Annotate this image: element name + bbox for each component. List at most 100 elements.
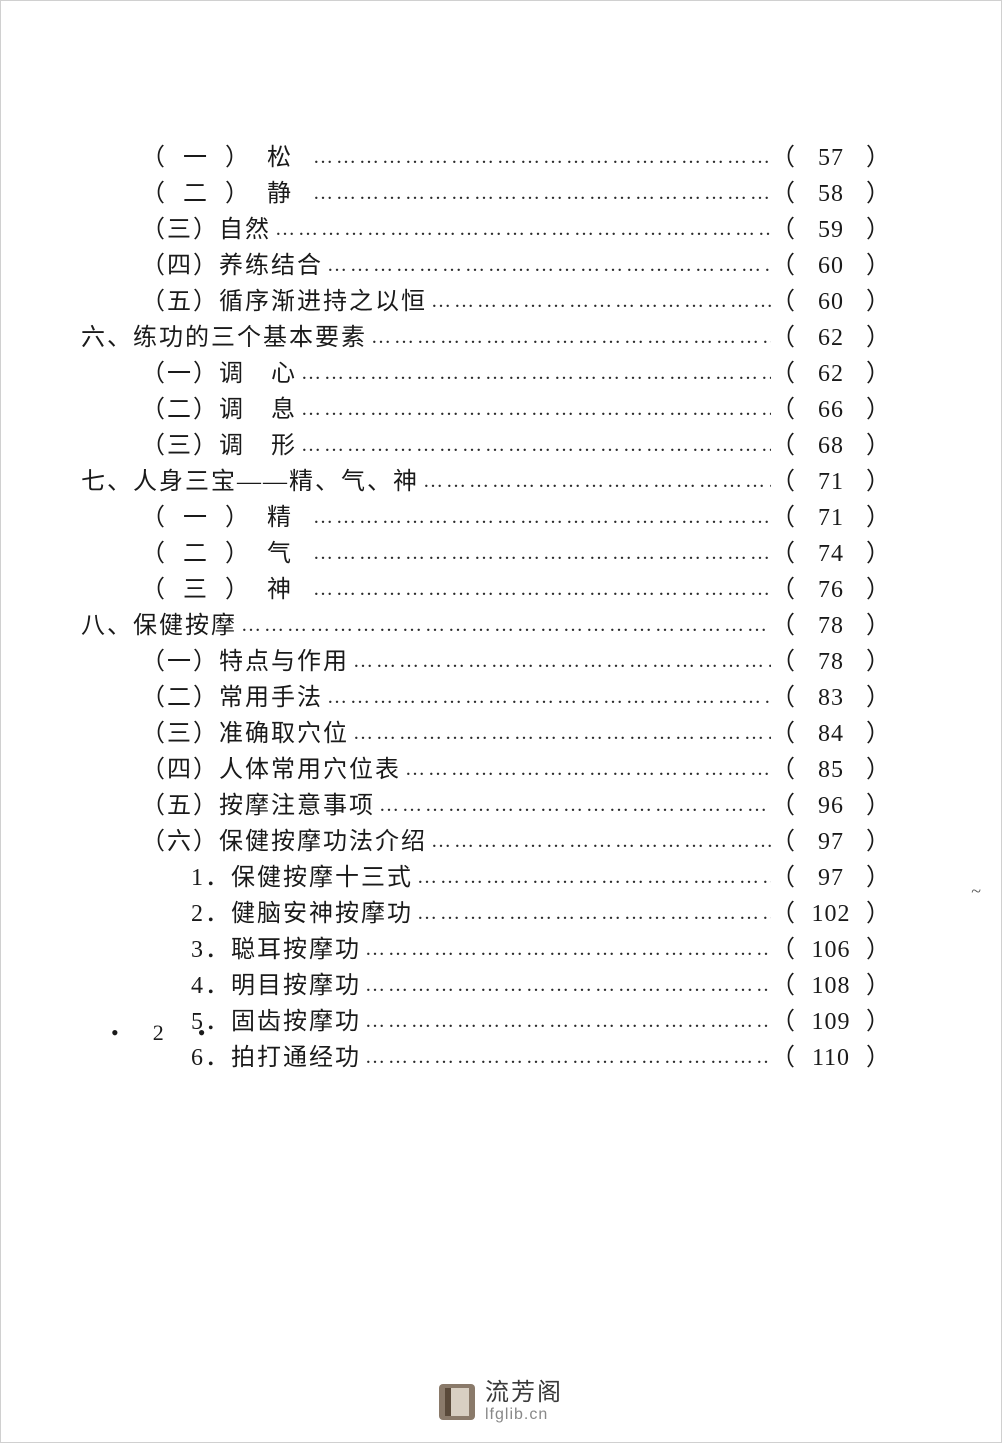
watermark-text: 流芳阁 lfglib.cn bbox=[485, 1380, 563, 1424]
page-num: 83 bbox=[810, 686, 852, 710]
toc-row: （一）松………………………………………………………………………………………………… bbox=[81, 146, 891, 170]
paren-left: （ bbox=[771, 901, 796, 927]
page-num: 78 bbox=[810, 650, 852, 674]
toc-leader-dots: …………………………………………………………………………………………………………… bbox=[297, 435, 771, 455]
paren-right: ） bbox=[866, 829, 891, 855]
paren-right: ） bbox=[866, 721, 891, 747]
toc-page-number: （62） bbox=[771, 362, 891, 386]
page-num: 71 bbox=[810, 506, 852, 530]
toc-page-number: （78） bbox=[771, 614, 891, 638]
toc-row: （五）按摩注意事项…………………………………………………………………………………… bbox=[81, 794, 891, 818]
paren-right: ） bbox=[866, 217, 891, 243]
toc-leader-dots: …………………………………………………………………………………………………………… bbox=[323, 255, 771, 275]
page-num: 68 bbox=[810, 434, 852, 458]
toc-page-number: （57） bbox=[771, 146, 891, 170]
toc-row: （三）调 形…………………………………………………………………………………………… bbox=[81, 434, 891, 458]
paren-left: （ bbox=[771, 1045, 796, 1071]
toc-label: （二）调 息 bbox=[141, 398, 297, 422]
paren-left: （ bbox=[771, 757, 796, 783]
page-num: 62 bbox=[810, 326, 852, 350]
toc-leader-dots: …………………………………………………………………………………………………………… bbox=[323, 687, 771, 707]
paren-right: ） bbox=[866, 901, 891, 927]
paren-right: ） bbox=[866, 937, 891, 963]
toc-page-number: （76） bbox=[771, 578, 891, 602]
toc-label: （二）常用手法 bbox=[141, 686, 323, 710]
toc-leader-dots: …………………………………………………………………………………………………………… bbox=[401, 759, 771, 779]
paren-left: （ bbox=[771, 505, 796, 531]
toc-leader-dots: …………………………………………………………………………………………………………… bbox=[271, 219, 771, 239]
page-num: 108 bbox=[810, 974, 852, 998]
toc-page-number: （60） bbox=[771, 290, 891, 314]
page-number-footer: • 2 • bbox=[111, 1015, 211, 1047]
toc-row: 4．明目按摩功………………………………………………………………………………………… bbox=[81, 974, 891, 998]
toc-row: （三）神………………………………………………………………………………………………… bbox=[81, 578, 891, 602]
toc-page-number: （ 102 ） bbox=[771, 902, 891, 926]
paren-right: ） bbox=[866, 325, 891, 351]
paren-right: ） bbox=[866, 793, 891, 819]
paren-left: （ bbox=[771, 181, 796, 207]
toc-label: 1．保健按摩十三式 bbox=[191, 866, 413, 890]
paren-right: ） bbox=[866, 145, 891, 171]
toc-label: （一）特点与作用 bbox=[141, 650, 349, 674]
document-page: （一）松………………………………………………………………………………………………… bbox=[0, 0, 1002, 1443]
toc-page-number: （58） bbox=[771, 182, 891, 206]
toc-row: （四）养练结合………………………………………………………………………………………… bbox=[81, 254, 891, 278]
paren-left: （ bbox=[771, 1009, 796, 1035]
toc-row: （二）气………………………………………………………………………………………………… bbox=[81, 542, 891, 566]
watermark-url: lfglib.cn bbox=[485, 1406, 563, 1424]
paren-left: （ bbox=[771, 469, 796, 495]
paren-left: （ bbox=[771, 145, 796, 171]
toc-label: （一）调 心 bbox=[141, 362, 297, 386]
toc-row: （二）调 息…………………………………………………………………………………………… bbox=[81, 398, 891, 422]
toc-label: （五）按摩注意事项 bbox=[141, 794, 375, 818]
toc-page-number: （96） bbox=[771, 794, 891, 818]
toc-label: （三）准确取穴位 bbox=[141, 722, 349, 746]
toc-label: 八、保健按摩 bbox=[81, 614, 237, 638]
page-num: 97 bbox=[810, 866, 852, 890]
toc-row: （一）精………………………………………………………………………………………………… bbox=[81, 506, 891, 530]
book-icon-inner bbox=[445, 1388, 469, 1416]
paren-left: （ bbox=[771, 865, 796, 891]
toc-leader-dots: …………………………………………………………………………………………………………… bbox=[413, 867, 771, 887]
toc-page-number: （ 97 ） bbox=[771, 830, 891, 854]
toc-label: （四）养练结合 bbox=[141, 254, 323, 278]
toc-label: 3．聪耳按摩功 bbox=[191, 938, 361, 962]
paren-left: （ bbox=[771, 685, 796, 711]
toc-page-number: （68） bbox=[771, 434, 891, 458]
toc-row: 七、人身三宝——精、气、神………………………………………………………………………… bbox=[81, 470, 891, 494]
toc-label: 七、人身三宝——精、气、神 bbox=[81, 470, 419, 494]
page-num: 97 bbox=[810, 830, 852, 854]
paren-right: ） bbox=[866, 361, 891, 387]
page-num: 102 bbox=[810, 902, 852, 926]
paren-left: （ bbox=[771, 649, 796, 675]
paren-left: （ bbox=[771, 217, 796, 243]
toc-page-number: （97） bbox=[771, 866, 891, 890]
toc-row: （五）循序渐进持之以恒……………………………………………………………………………… bbox=[81, 290, 891, 314]
page-num: 71 bbox=[810, 470, 852, 494]
toc-label: （三）调 形 bbox=[141, 434, 297, 458]
toc-page-number: （60） bbox=[771, 254, 891, 278]
paren-left: （ bbox=[771, 613, 796, 639]
paren-right: ） bbox=[866, 433, 891, 459]
paren-right: ） bbox=[866, 1045, 891, 1071]
toc-row: （二）静………………………………………………………………………………………………… bbox=[81, 182, 891, 206]
toc-leader-dots: …………………………………………………………………………………………………………… bbox=[309, 507, 771, 527]
toc-row: （二）常用手法………………………………………………………………………………………… bbox=[81, 686, 891, 710]
paren-right: ） bbox=[866, 469, 891, 495]
page-num: 74 bbox=[810, 542, 852, 566]
toc-row: （三）准确取穴位……………………………………………………………………………………… bbox=[81, 722, 891, 746]
toc-row: （三）自然……………………………………………………………………………………………… bbox=[81, 218, 891, 242]
toc-row: （一）特点与作用……………………………………………………………………………………… bbox=[81, 650, 891, 674]
toc-row: 3．聪耳按摩功………………………………………………………………………………………… bbox=[81, 938, 891, 962]
paren-right: ） bbox=[866, 649, 891, 675]
toc-page-number: （85） bbox=[771, 758, 891, 782]
paren-left: （ bbox=[771, 829, 796, 855]
page-num: 59 bbox=[810, 218, 852, 242]
toc-leader-dots: …………………………………………………………………………………………………………… bbox=[297, 399, 771, 419]
toc-page-number: （110） bbox=[771, 1046, 891, 1070]
paren-right: ） bbox=[866, 541, 891, 567]
book-icon bbox=[439, 1384, 475, 1420]
paren-right: ） bbox=[866, 577, 891, 603]
page-num: 84 bbox=[810, 722, 852, 746]
toc-row: （六）保健按摩功法介绍……………………………………………………………………………… bbox=[81, 830, 891, 854]
